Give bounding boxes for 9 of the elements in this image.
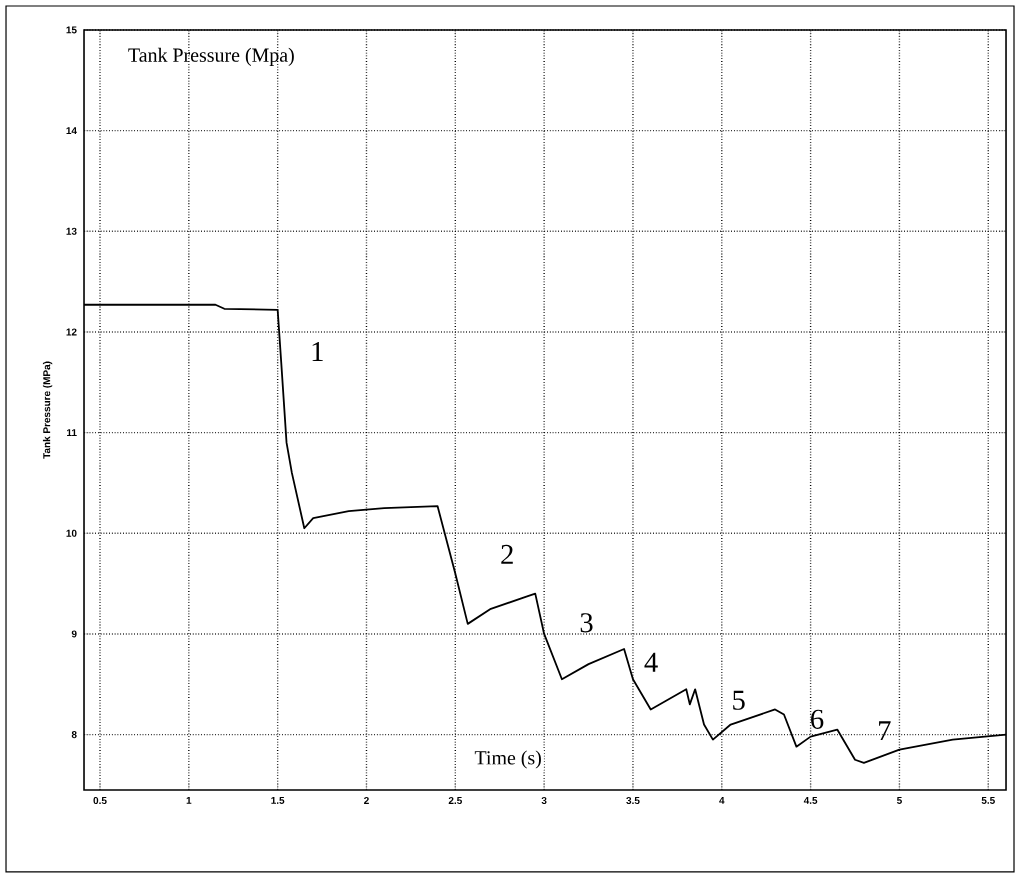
annotation: 3: [580, 613, 593, 633]
x-axis-title: Time (s): [474, 750, 541, 769]
annotation: 6: [811, 709, 824, 729]
annotation: 2: [501, 544, 513, 564]
annotation: 7: [879, 721, 891, 741]
annotation: 1: [312, 341, 323, 361]
annotation: 4: [644, 652, 658, 672]
annotation: 5: [733, 690, 745, 710]
text: Tank Pressure (Mpa): [128, 47, 294, 66]
